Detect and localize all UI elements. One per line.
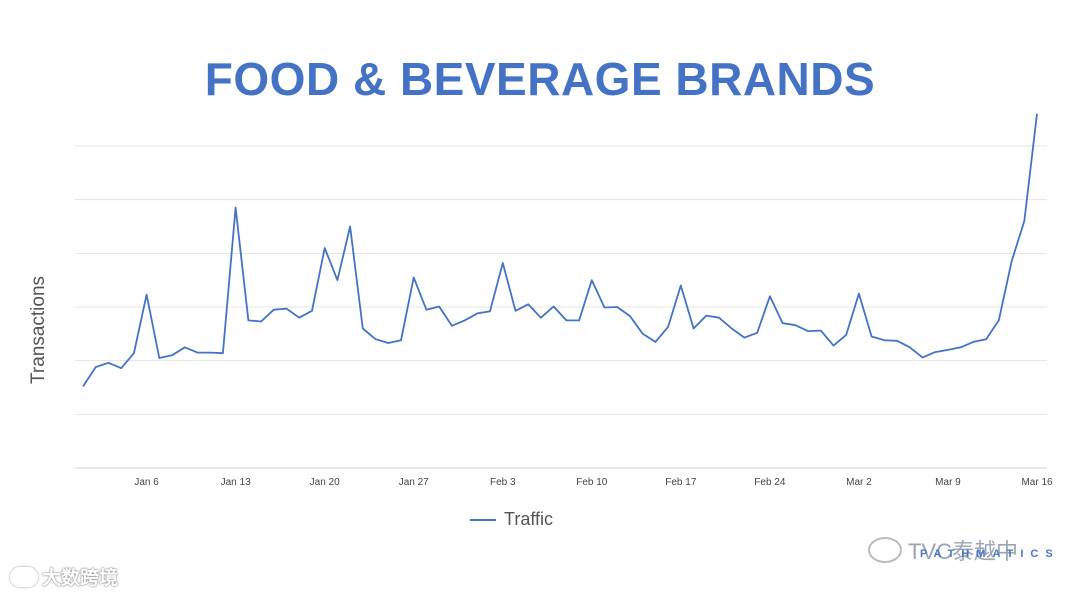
x-tick-label: Mar 9 — [935, 477, 961, 488]
watermark-left-text: 大数跨境 — [42, 568, 119, 589]
x-tick-label: Feb 10 — [576, 477, 608, 488]
x-tick-label: Feb 17 — [665, 477, 697, 488]
brand-watermark: PATHMATICS — [920, 548, 1060, 560]
watermark-left: 大数跨境 — [10, 563, 118, 590]
x-tick-label: Jan 6 — [134, 477, 159, 488]
x-tick-label: Feb 24 — [754, 477, 786, 488]
x-tick-label: Jan 27 — [399, 477, 429, 488]
series-line-traffic — [82, 113, 1038, 387]
x-tick-label: Mar 16 — [1021, 477, 1053, 488]
legend: Traffic — [470, 509, 553, 530]
gridlines — [75, 145, 1047, 415]
watermark-right: TVC泰越中 — [868, 534, 1018, 566]
x-tick-label: Jan 13 — [221, 477, 251, 488]
chart-title: FOOD & BEVERAGE BRANDS — [204, 53, 876, 105]
y-axis-label: Transactions — [28, 276, 49, 384]
legend-label-traffic: Traffic — [504, 509, 554, 529]
chat-bubble-icon — [868, 537, 902, 563]
watermark-right-text: TVC泰越中 — [908, 539, 1019, 564]
x-tick-labels: Jan 6 Jan 13 Jan 20 Jan 27 Feb 3 Feb 10 Feb 17… — [134, 477, 1053, 488]
x-tick-label: Mar 2 — [846, 477, 872, 488]
watermark-logo-icon — [10, 566, 38, 587]
x-tick-label: Feb 3 — [490, 477, 516, 488]
x-tick-label: Jan 20 — [310, 477, 340, 488]
legend-swatch-traffic — [470, 518, 496, 521]
